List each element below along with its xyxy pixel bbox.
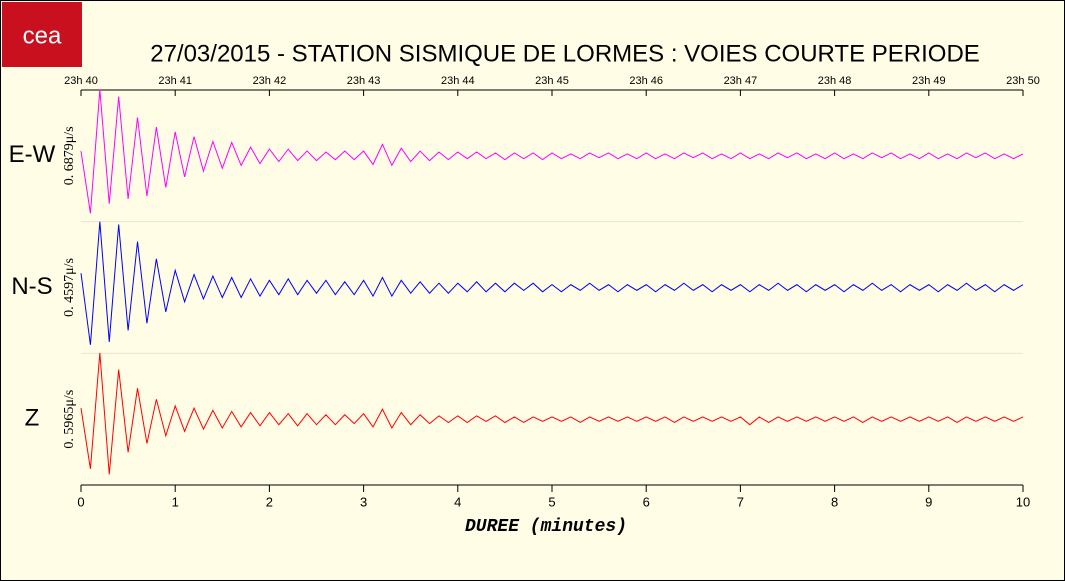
channel-name: E-W [9, 141, 56, 168]
top-tick-label: 23h 45 [535, 75, 569, 87]
x-tick-label: 3 [360, 494, 367, 509]
x-tick-label: 8 [831, 494, 838, 509]
top-tick-label: 23h 48 [818, 75, 852, 87]
x-tick-label: 0 [77, 494, 84, 509]
x-tick-label: 4 [454, 494, 461, 509]
logo-box [2, 2, 82, 67]
top-tick-label: 23h 42 [253, 75, 287, 87]
trace [80, 221, 1024, 345]
top-tick-label: 23h 43 [347, 75, 381, 87]
x-tick-label: 9 [925, 494, 932, 509]
trace [80, 352, 1024, 475]
logo-text: cea [23, 22, 62, 49]
x-tick-label: 2 [266, 494, 273, 509]
top-tick-label: 23h 41 [158, 75, 192, 87]
top-tick-label: 23h 50 [1006, 75, 1040, 87]
x-tick-label: 6 [643, 494, 650, 509]
top-tick-label: 23h 40 [64, 75, 98, 87]
top-tick-label: 23h 44 [441, 75, 475, 87]
channel-scale: 0. 5965μ/s [62, 390, 77, 449]
x-axis-label: DUREE (minutes) [465, 517, 627, 537]
x-tick-label: 10 [1016, 494, 1030, 509]
top-tick-label: 23h 46 [629, 75, 663, 87]
top-tick-label: 23h 47 [724, 75, 758, 87]
chart-title: 27/03/2015 - STATION SISMIQUE DE LORMES … [150, 40, 980, 67]
x-tick-label: 5 [548, 494, 555, 509]
channel-scale: 0. 4597μ/s [62, 258, 77, 317]
trace [80, 89, 1024, 214]
channel-scale: 0. 6879μ/s [62, 126, 77, 185]
x-tick-label: 1 [172, 494, 179, 509]
channel-name: N-S [11, 273, 52, 300]
channel-name: Z [25, 405, 40, 432]
x-tick-label: 7 [737, 494, 744, 509]
top-tick-label: 23h 49 [912, 75, 946, 87]
